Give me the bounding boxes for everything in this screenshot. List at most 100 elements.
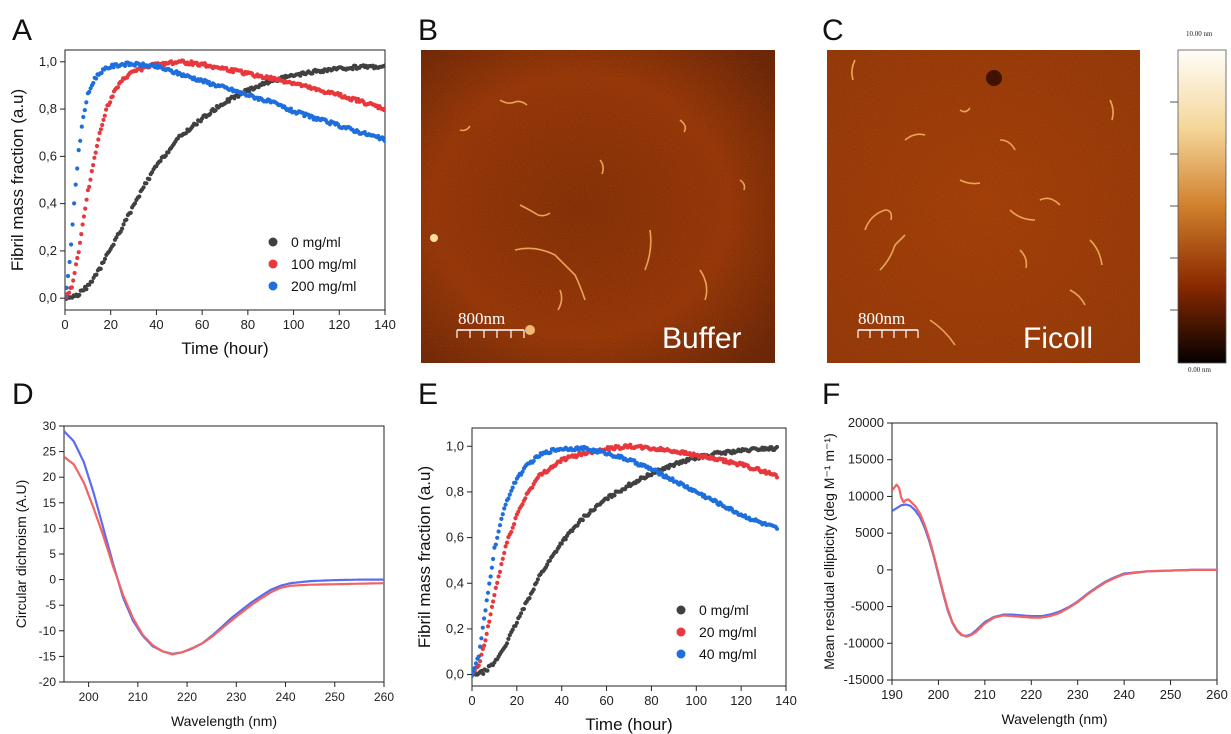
y-tick-label: 20000 [848,415,884,430]
data-point [502,550,507,556]
data-point [545,562,550,567]
data-point [534,580,539,585]
data-point [472,669,476,674]
afm-image-buffer [421,50,775,363]
y-tick-label: -20 [39,675,57,689]
data-point [493,542,498,547]
data-point [478,659,483,664]
data-point [79,124,84,129]
x-tick-label: 60 [195,317,209,332]
y-tick-label: 0,4 [39,196,57,211]
y-axis-title: Circular dichroism (A.U) [13,480,29,629]
legend-label: 20 mg/ml [699,624,757,640]
data-point [511,522,517,527]
data-point [77,292,82,298]
y-tick-label: -10000 [844,635,884,650]
series-group [64,430,384,656]
data-point [487,619,492,624]
y-tick-label: 25 [43,445,57,459]
x-tick-label: 230 [1067,687,1089,702]
data-point [774,526,780,531]
data-point [85,188,90,193]
data-point [531,587,536,592]
series-group [65,58,385,301]
data-point [338,92,343,97]
data-point [558,459,563,465]
data-point [213,108,218,113]
data-point [141,185,146,190]
ficoll-label: Ficoll [1023,322,1093,355]
x-tick-label: 140 [775,693,797,708]
data-point [492,593,497,598]
data-point [114,235,119,240]
x-tick-label: 20 [103,317,117,332]
data-point [503,502,508,507]
plot-frame [471,427,787,687]
chart-a: 0 20 40 60 80 100 120 140 0,0 0,2 0,4 0,6 0,8 1,0 Time… [8,49,396,358]
chart-f: 190 200 210 220 230 240 250 260 -15000 -10000 -500… [821,415,1228,727]
data-point [91,163,96,168]
data-point [497,569,503,575]
legend-marker [676,627,686,637]
data-point [77,240,83,245]
data-point [108,100,113,105]
data-point [495,580,500,586]
y-tick-label: 0,0 [39,290,57,305]
legend-label: 200 mg/ml [291,278,356,294]
data-point [649,473,654,478]
data-point [96,137,101,142]
data-point [504,641,510,646]
series-line [892,483,1217,638]
data-point [605,497,611,502]
y-axis-title: Fibril mass fraction (a.u) [415,466,434,648]
data-point [350,67,355,72]
data-point [519,611,524,616]
legend-marker [676,605,686,615]
data-point [69,285,74,290]
data-point [485,668,490,673]
data-point [485,590,491,595]
y-tick-label: 1,0 [446,438,464,453]
data-point [81,114,86,120]
data-point [208,111,213,116]
x-tick-label: 260 [374,690,394,704]
scale-bar-buffer: 800nm [456,309,525,338]
x-tick-label: 210 [974,687,996,702]
colorbar-max-label: 10.00 nm [1186,30,1213,38]
data-point [93,150,98,155]
legend-marker [676,649,686,659]
data-point [73,182,78,187]
data-point [497,523,503,528]
y-tick-label: 15000 [848,452,884,467]
data-point [104,107,109,112]
x-tick-label: 220 [177,690,197,704]
x-tick-label: 100 [283,317,305,332]
data-point [510,485,515,490]
data-point [75,255,80,261]
data-point [548,450,553,455]
data-point [489,565,494,570]
data-point [481,671,486,677]
data-point [504,540,510,545]
data-point [523,496,528,501]
data-point [514,620,520,625]
data-point [774,475,780,480]
series-20-mg-ml [472,442,780,676]
series-0-mg-ml [472,444,780,677]
data-point [482,616,487,621]
data-point [65,294,68,299]
data-point [92,155,97,160]
x-tick-label: 40 [554,693,568,708]
series-200-mg-ml [65,60,385,299]
y-tick-label: -15000 [844,672,884,687]
y-tick-label: 15 [43,496,57,510]
data-point [122,63,128,68]
data-point [499,516,504,522]
data-point [382,106,385,111]
x-axis-title: Wavelength (nm) [171,713,277,729]
x-tick-label: 240 [1113,687,1135,702]
data-point [102,256,108,261]
data-point [120,226,125,231]
data-point [559,541,564,546]
data-point [491,556,496,562]
